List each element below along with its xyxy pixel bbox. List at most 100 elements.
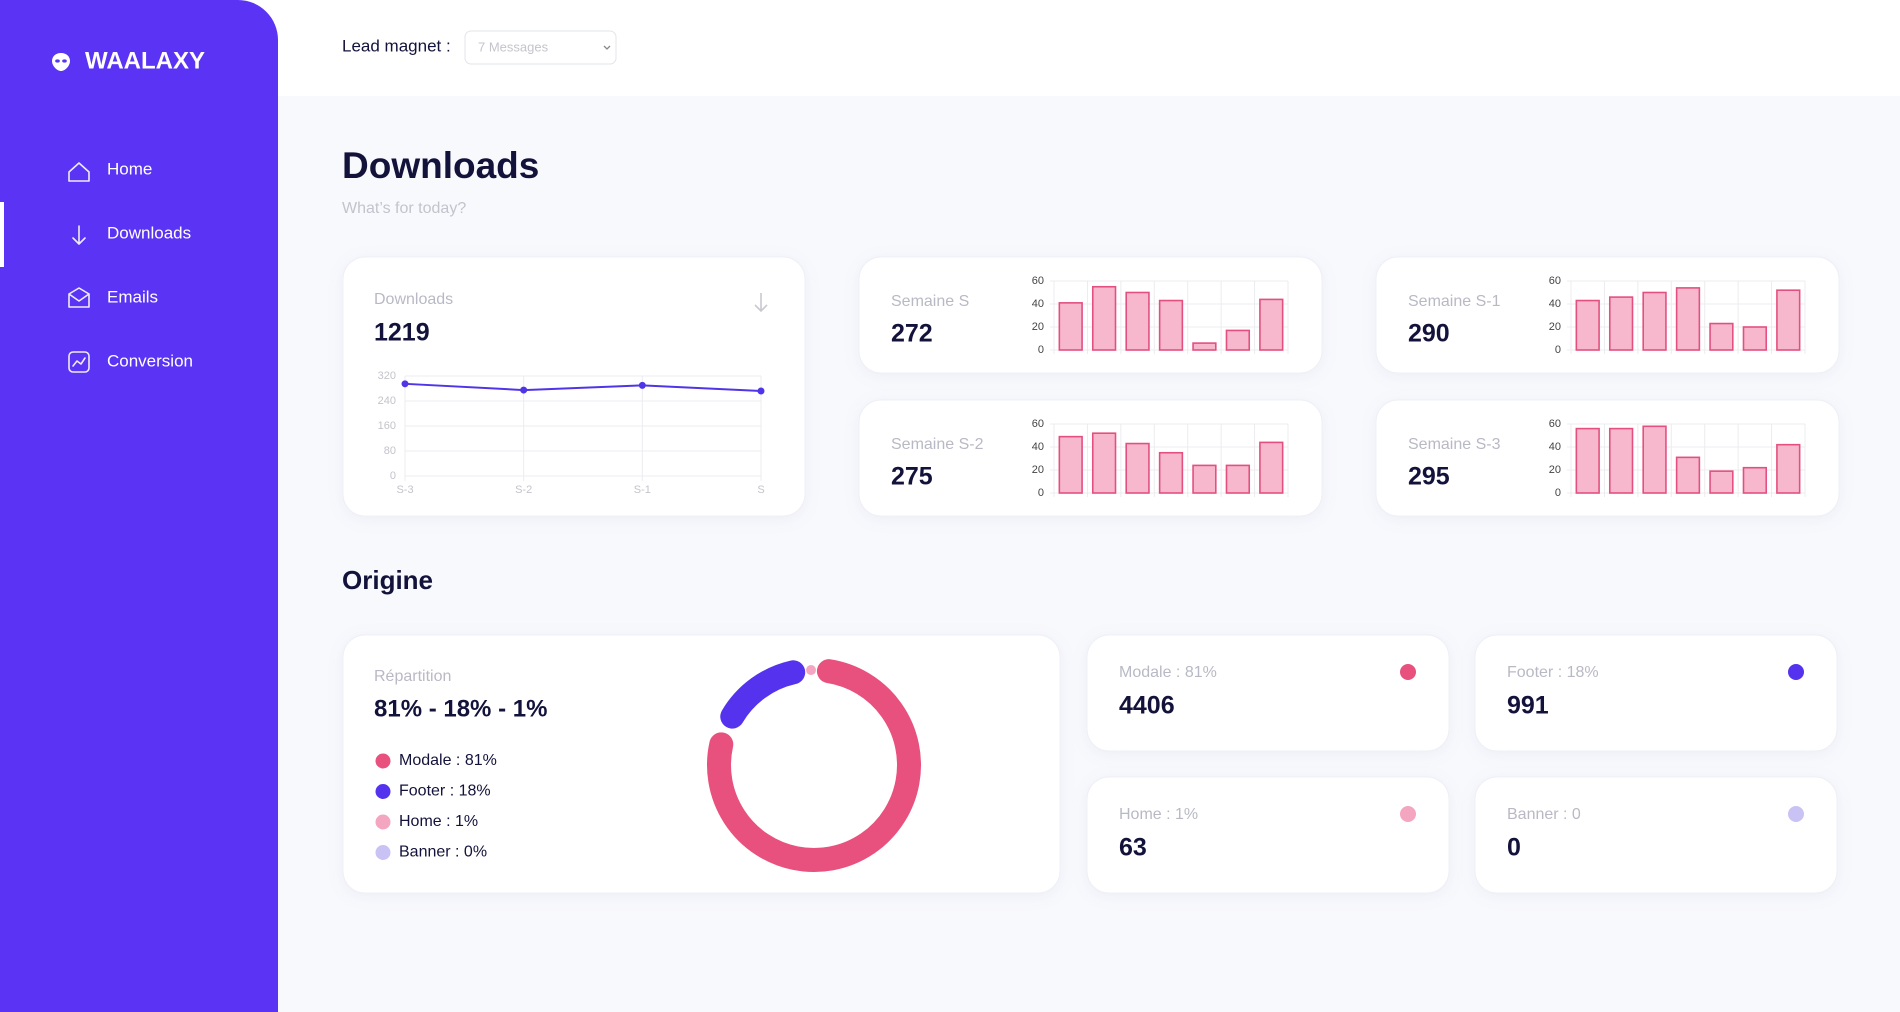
logo-icon [52, 53, 70, 71]
nav-downloads[interactable]: Downloads [72, 223, 191, 245]
point [638, 381, 646, 389]
lead-magnet-select[interactable]: 7 Messages [464, 30, 617, 65]
card-label: Semaine S-1 [1408, 293, 1501, 310]
nav-label[interactable]: Emails [107, 287, 158, 306]
page-subtitle: What’s for today? [342, 200, 466, 217]
card-value: 4406 [1119, 692, 1175, 720]
logo-text: WAALAXY [85, 47, 205, 74]
x-tick-label: S-3 [396, 484, 413, 496]
y-tick-label: 80 [384, 445, 396, 457]
bar [1675, 456, 1701, 494]
card-label: Footer : 18% [1507, 664, 1599, 681]
card [1375, 256, 1840, 374]
bar [1125, 291, 1150, 351]
nav-label[interactable]: Conversion [107, 351, 193, 370]
card [1474, 776, 1838, 894]
card-label: Banner : 0 [1507, 806, 1581, 823]
bar [1709, 470, 1734, 494]
card-label: Semaine S-2 [891, 436, 984, 453]
y-tick-label: 20 [1032, 321, 1044, 333]
donut-segment [720, 660, 806, 729]
email-icon [68, 287, 90, 308]
bar [1058, 435, 1083, 494]
legend-label: Modale : 81% [399, 752, 497, 769]
card-value: 0 [1507, 834, 1521, 862]
legend-label: Banner : 0% [399, 844, 487, 861]
bar [1709, 322, 1734, 351]
y-tick-label: 40 [1032, 298, 1044, 310]
y-tick-label: 20 [1549, 321, 1561, 333]
bar [1642, 425, 1667, 494]
nav-conversion[interactable]: Conversion [68, 351, 193, 373]
card-label: Répartition [374, 668, 451, 685]
y-tick-label: 0 [1038, 344, 1044, 356]
card-value: 81% - 18% - 1% [374, 695, 547, 722]
bar [1776, 443, 1801, 494]
bar [1192, 464, 1217, 494]
legend-label: Footer : 18% [399, 783, 491, 800]
legend-dot [375, 784, 391, 799]
donut-segment [707, 659, 921, 872]
card [858, 399, 1323, 517]
status-dot [1400, 664, 1416, 680]
bar [1742, 466, 1768, 494]
card [1086, 776, 1450, 894]
section-title: Origine [342, 565, 433, 595]
top-bar [0, 0, 1900, 96]
bar [1259, 298, 1284, 351]
bar [1642, 291, 1667, 351]
logo-eye [55, 59, 60, 63]
y-tick-label: 60 [1549, 275, 1561, 287]
card [1375, 399, 1840, 517]
bar [1158, 299, 1184, 351]
bar [1259, 441, 1284, 494]
status-dot [1400, 806, 1416, 822]
y-tick-label: 60 [1549, 418, 1561, 430]
y-tick-label: 0 [1038, 487, 1044, 499]
download-icon [754, 293, 768, 313]
bar [1058, 302, 1083, 351]
status-dot [1788, 664, 1804, 680]
legend-dot [375, 845, 391, 860]
card [858, 256, 1323, 374]
y-tick-label: 20 [1032, 464, 1044, 476]
y-tick-label: 60 [1032, 275, 1044, 287]
y-tick-label: 0 [1555, 344, 1561, 356]
card [1086, 634, 1450, 752]
bar [1158, 451, 1184, 494]
y-tick-label: 40 [1549, 441, 1561, 453]
legend-label: Home : 1% [399, 813, 478, 830]
y-tick-label: 160 [378, 420, 396, 432]
bar [1575, 299, 1600, 351]
sidebar [0, 0, 278, 1012]
x-tick-label: S-2 [515, 484, 532, 496]
y-tick-label: 0 [390, 470, 396, 482]
bar [1608, 427, 1634, 494]
card-value: 290 [1408, 320, 1450, 348]
card-value: 275 [891, 463, 933, 491]
card-label: Downloads [374, 291, 453, 308]
logo-eye [62, 59, 67, 63]
nav-label[interactable]: Home [107, 159, 152, 178]
nav-label[interactable]: Downloads [107, 223, 191, 242]
y-tick-label: 240 [378, 395, 396, 407]
card-value: 295 [1408, 463, 1450, 491]
download-icon [72, 225, 86, 245]
card-value: 272 [891, 320, 933, 348]
y-tick-label: 40 [1032, 441, 1044, 453]
select-box[interactable] [464, 30, 617, 65]
bar [1192, 342, 1217, 351]
legend-dot [375, 753, 391, 769]
card [1474, 634, 1838, 752]
nav-emails[interactable]: Emails [68, 287, 158, 308]
bar [1675, 287, 1701, 351]
bar [1125, 442, 1150, 494]
home-icon [68, 162, 90, 182]
nav-home[interactable]: Home [68, 159, 152, 182]
select-value[interactable]: 7 Messages [478, 39, 549, 54]
y-tick-label: 20 [1549, 464, 1561, 476]
point [757, 387, 765, 395]
bar [1225, 464, 1251, 494]
x-tick-label: S-1 [634, 484, 651, 496]
